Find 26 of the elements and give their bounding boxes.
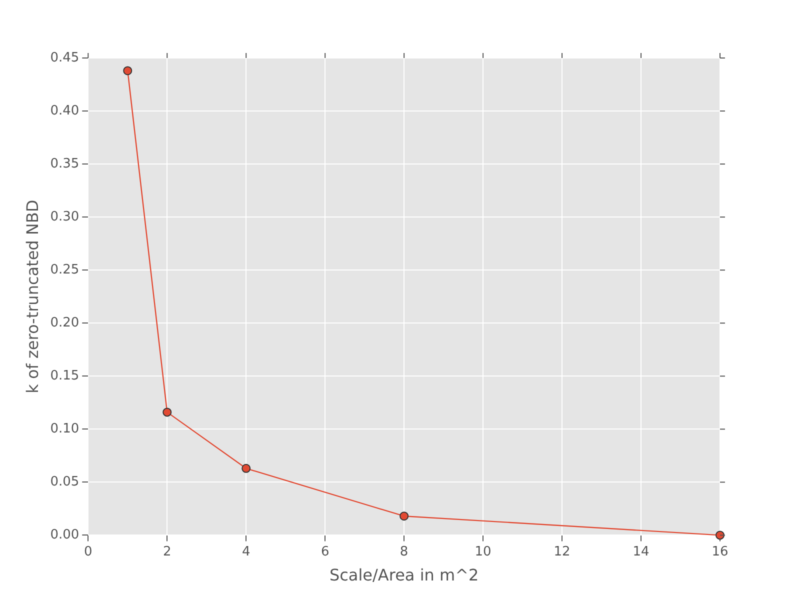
- x-tick-label: 2: [162, 544, 172, 560]
- x-tick-label: 4: [242, 544, 250, 560]
- point: [162, 408, 172, 417]
- point: [242, 464, 251, 473]
- point: [400, 512, 409, 521]
- x-axis-title: Scale/Area in m^2: [329, 566, 479, 585]
- x-tick-label: 0: [84, 544, 92, 560]
- y-tick-label: 0.45: [50, 50, 80, 66]
- x-tick-label: 12: [554, 544, 570, 560]
- y-tick-label: 0.15: [50, 368, 80, 384]
- x-tick-label: 6: [320, 544, 330, 560]
- y-tick-label: 0.30: [50, 209, 80, 224]
- y-tick-label: 0.20: [50, 315, 80, 330]
- y-tick-label: 0.10: [50, 422, 80, 437]
- y-tick-label: 0.05: [50, 474, 80, 490]
- point: [123, 66, 132, 76]
- x-tick-label: 14: [632, 544, 650, 560]
- x-tick-label: 16: [712, 544, 728, 560]
- y-axis-title: k of zero-truncated NBD: [22, 200, 42, 394]
- point: [716, 530, 724, 540]
- y-tick-label: 0.00: [50, 528, 80, 543]
- y-tick-label: 0.25: [50, 262, 80, 278]
- y-tick-label: 0.40: [50, 103, 80, 118]
- y-tick-label: 0.35: [50, 156, 80, 172]
- x-tick-label: 8: [400, 544, 408, 560]
- x-tick-label: 10: [474, 544, 492, 560]
